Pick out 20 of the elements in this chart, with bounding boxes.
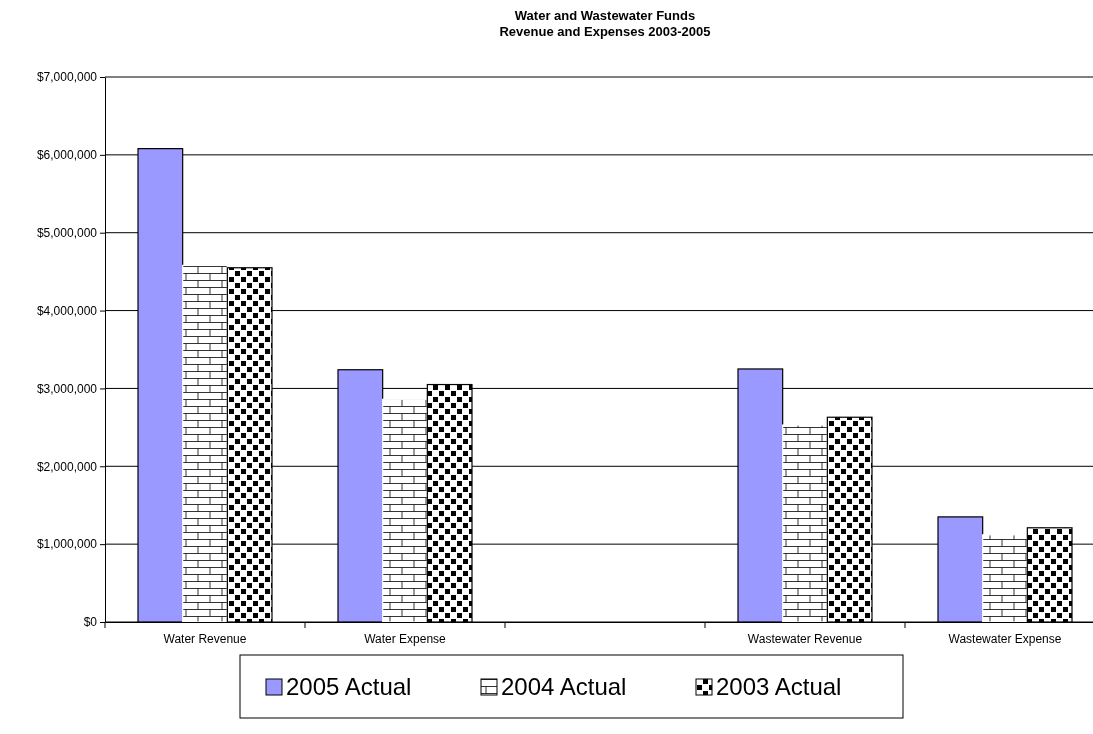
y-tick-label: $6,000,000 bbox=[36, 148, 98, 163]
bar bbox=[782, 424, 828, 623]
y-tick-label: $2,000,000 bbox=[36, 459, 98, 474]
bar bbox=[382, 398, 428, 623]
y-tick-label: $4,000,000 bbox=[36, 303, 98, 318]
y-tick-label: $1,000,000 bbox=[36, 537, 98, 552]
x-tick-label: Wastewater Expense bbox=[948, 631, 1062, 646]
legend-label: 2005 Actual bbox=[286, 673, 412, 700]
y-tick-label: $0 bbox=[83, 615, 98, 630]
chart-title: Water and Wastewater Funds Revenue and Expenses 2003-2005 bbox=[499, 8, 711, 39]
legend-label: 2004 Actual bbox=[501, 673, 627, 700]
x-tick-label: Water Revenue bbox=[163, 631, 247, 646]
y-tick-label: $5,000,000 bbox=[36, 226, 98, 241]
bar bbox=[182, 264, 228, 623]
y-tick-label: $7,000,000 bbox=[36, 70, 98, 85]
y-tick-label: $3,000,000 bbox=[36, 381, 98, 396]
x-tick-label: Water Expense bbox=[364, 631, 447, 646]
x-tick-label: Wastewater Revenue bbox=[747, 631, 863, 646]
bar bbox=[982, 534, 1028, 623]
legend-label: 2003 Actual bbox=[716, 673, 842, 700]
